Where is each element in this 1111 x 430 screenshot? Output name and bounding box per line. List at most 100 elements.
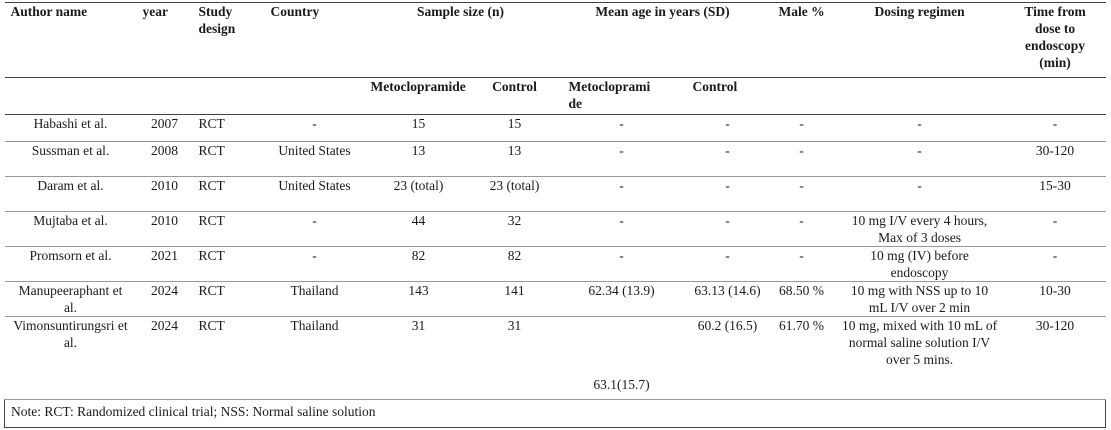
cell-age-metoclopramide: 62.34 (13.9): [556, 281, 687, 317]
cell-year: 2007: [136, 114, 193, 142]
cell-male: -: [768, 246, 835, 282]
header-country: Country: [264, 2, 365, 78]
table-row: Daram et al. 2010 RCT United States 23 (…: [4, 176, 1106, 212]
cell-author: Sussman et al.: [4, 141, 137, 177]
cell-author: Habashi et al.: [4, 114, 137, 142]
table-row: Mujtaba et al. 2010 RCT - 44 32 - - - 10…: [4, 211, 1106, 247]
table-note: Note: RCT: Randomized clinical trial; NS…: [3, 399, 1107, 428]
cell-n-control: 13: [472, 141, 557, 177]
cell-n-metoclopramide: 13: [364, 141, 473, 177]
cell-design: RCT: [192, 114, 265, 142]
cell-year: 2010: [136, 211, 193, 247]
cell-country: -: [264, 211, 365, 247]
cell-n-control: 15: [472, 114, 557, 142]
cell-age-control: -: [686, 176, 769, 212]
cell-time: 30-120: [1004, 141, 1106, 177]
cell-design: RCT: [192, 211, 265, 247]
cell-age-control: -: [686, 211, 769, 247]
cell-n-control: 141: [472, 281, 557, 317]
cell-dosing: -: [834, 141, 1005, 177]
cell-age-metoclopramide: -: [556, 141, 687, 177]
cell-dosing: 10 mg, mixed with 10 mL of normal saline…: [834, 316, 1005, 400]
cell-design: RCT: [192, 176, 265, 212]
cell-male: 68.50 %: [768, 281, 835, 317]
cell-age-metoclopramide: -: [556, 114, 687, 142]
cell-n-control: 31: [472, 316, 557, 400]
table-row: Sussman et al. 2008 RCT United States 13…: [4, 141, 1106, 177]
header-study-design: Study design: [192, 2, 265, 78]
table-row: Promsorn et al. 2021 RCT - 82 82 - - - 1…: [4, 246, 1106, 282]
header-dosing: Dosing regimen: [834, 2, 1005, 78]
cell-time: 30-120: [1004, 316, 1106, 400]
cell-age-metoclopramide: -: [556, 211, 687, 247]
cell-age-control: 60.2 (16.5): [686, 316, 769, 400]
cell-author: Mujtaba et al.: [4, 211, 137, 247]
cell-time: 10-30: [1004, 281, 1106, 317]
cell-year: 2010: [136, 176, 193, 212]
cell-design: RCT: [192, 316, 265, 400]
header-mean-age: Mean age in years (SD): [556, 2, 769, 78]
cell-dosing: 10 mg (IV) before endoscopy: [834, 246, 1005, 282]
subheader-row: Metoclopramide Control Metoclopramide Co…: [4, 77, 1106, 115]
cell-time: -: [1004, 246, 1106, 282]
cell-year: 2024: [136, 281, 193, 317]
cell-n-control: 82: [472, 246, 557, 282]
subheader-sample-control: Control: [472, 77, 557, 115]
cell-country: -: [264, 246, 365, 282]
cell-author: Vimonsuntirungsri et al.: [4, 316, 137, 400]
cell-author: Manupeeraphant et al.: [4, 281, 137, 317]
cell-country: Thailand: [264, 281, 365, 317]
cell-author: Daram et al.: [4, 176, 137, 212]
cell-age-control: 63.13 (14.6): [686, 281, 769, 317]
cell-n-control: 23 (total): [472, 176, 557, 212]
cell-dosing: -: [834, 114, 1005, 142]
subheader-age-control: Control: [686, 77, 769, 115]
cell-design: RCT: [192, 281, 265, 317]
cell-age-metoclopramide: -: [556, 246, 687, 282]
header-sample-size: Sample size (n): [364, 2, 557, 78]
header-time: Time from dose to endoscopy (min): [1004, 2, 1106, 78]
header-author: Author name: [4, 2, 137, 78]
note-row: Note: RCT: Randomized clinical trial; NS…: [3, 399, 1107, 428]
cell-n-metoclopramide: 44: [364, 211, 473, 247]
cell-country: United States: [264, 141, 365, 177]
cell-male: -: [768, 141, 835, 177]
cell-time: -: [1004, 211, 1106, 247]
cell-design: RCT: [192, 246, 265, 282]
cell-n-metoclopramide: 82: [364, 246, 473, 282]
subheader-sample-metoclopramide: Metoclopramide: [364, 77, 473, 115]
cell-n-metoclopramide: 23 (total): [364, 176, 473, 212]
cell-age-control: -: [686, 114, 769, 142]
cell-age-control: -: [686, 141, 769, 177]
cell-male: -: [768, 176, 835, 212]
cell-country: Thailand: [264, 316, 365, 400]
cell-dosing: 10 mg I/V every 4 hours, Max of 3 doses: [834, 211, 1005, 247]
cell-country: -: [264, 114, 365, 142]
cell-design: RCT: [192, 141, 265, 177]
cell-dosing: -: [834, 176, 1005, 212]
header-year: year: [136, 2, 193, 78]
cell-age-metoclopramide: 63.1(15.7): [556, 316, 687, 400]
cell-dosing: 10 mg with NSS up to 10 mL I/V over 2 mi…: [834, 281, 1005, 317]
table-row: Vimonsuntirungsri et al. 2024 RCT Thaila…: [4, 316, 1106, 400]
cell-age-control: -: [686, 246, 769, 282]
cell-n-metoclopramide: 15: [364, 114, 473, 142]
header-row: Author name year Study design Country Sa…: [4, 2, 1106, 78]
cell-author: Promsorn et al.: [4, 246, 137, 282]
cell-n-metoclopramide: 31: [364, 316, 473, 400]
cell-n-metoclopramide: 143: [364, 281, 473, 317]
cell-year: 2021: [136, 246, 193, 282]
table-row: Habashi et al. 2007 RCT - 15 15 - - - - …: [4, 114, 1106, 142]
cell-time: -: [1004, 114, 1106, 142]
cell-country: United States: [264, 176, 365, 212]
cell-male: 61.70 %: [768, 316, 835, 400]
cell-time: 15-30: [1004, 176, 1106, 212]
subheader-age-metoclopramide: Metoclopramide: [556, 77, 687, 115]
header-male: Male %: [768, 2, 835, 78]
cell-year: 2008: [136, 141, 193, 177]
cell-age-metoclopramide: -: [556, 176, 687, 212]
cell-n-control: 32: [472, 211, 557, 247]
cell-male: -: [768, 114, 835, 142]
table-row: Manupeeraphant et al. 2024 RCT Thailand …: [4, 281, 1106, 317]
